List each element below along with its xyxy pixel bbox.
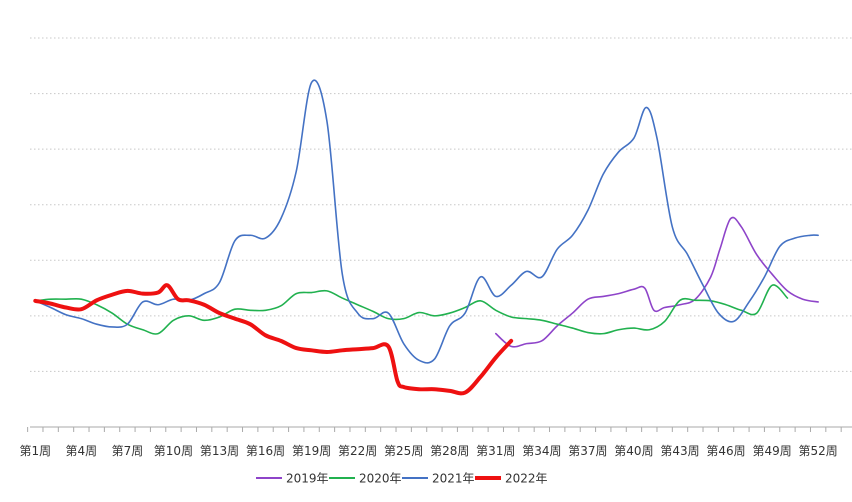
x-tick-label: 第49周	[752, 444, 791, 458]
x-tick-label: 第22周	[338, 444, 377, 458]
x-tick-label: 第52周	[799, 444, 838, 458]
series-line-3	[34, 79, 819, 364]
x-tick-label: 第28周	[430, 444, 469, 458]
x-tick-label: 第1周	[19, 444, 51, 458]
x-tick-label: 第37周	[568, 444, 607, 458]
x-tick-label: 第31周	[476, 444, 515, 458]
x-tick-label: 第34周	[522, 444, 561, 458]
x-tick-label: 第4周	[66, 444, 98, 458]
x-tick-label: 第10周	[154, 444, 193, 458]
x-axis: 第1周 第4周 第7周 第10周 第13周 第16周 第19周 第22周 第25周 第28周 第31…	[19, 426, 852, 458]
series-line-4	[33, 283, 514, 396]
series-lines	[33, 79, 819, 396]
legend-label: 2022年	[505, 472, 548, 486]
x-tick-label: 第43周	[660, 444, 699, 458]
x-tick-label: 第7周	[112, 444, 144, 458]
legend-label: 2020年	[359, 472, 402, 486]
x-tick-label: 第13周	[200, 444, 239, 458]
legend: 2019年 2020年 2021年 2022年	[256, 472, 548, 486]
legend-label: 2019年	[286, 472, 329, 486]
x-tick-label: 第46周	[706, 444, 745, 458]
series-line-1	[495, 216, 819, 348]
x-tick-label: 第25周	[384, 444, 423, 458]
x-tick-label: 第19周	[292, 444, 331, 458]
x-tick-label: 第16周	[246, 444, 285, 458]
legend-label: 2021年	[432, 472, 475, 486]
gridlines	[30, 37, 852, 372]
x-tick-label: 第40周	[614, 444, 653, 458]
series-line-2	[34, 284, 789, 335]
